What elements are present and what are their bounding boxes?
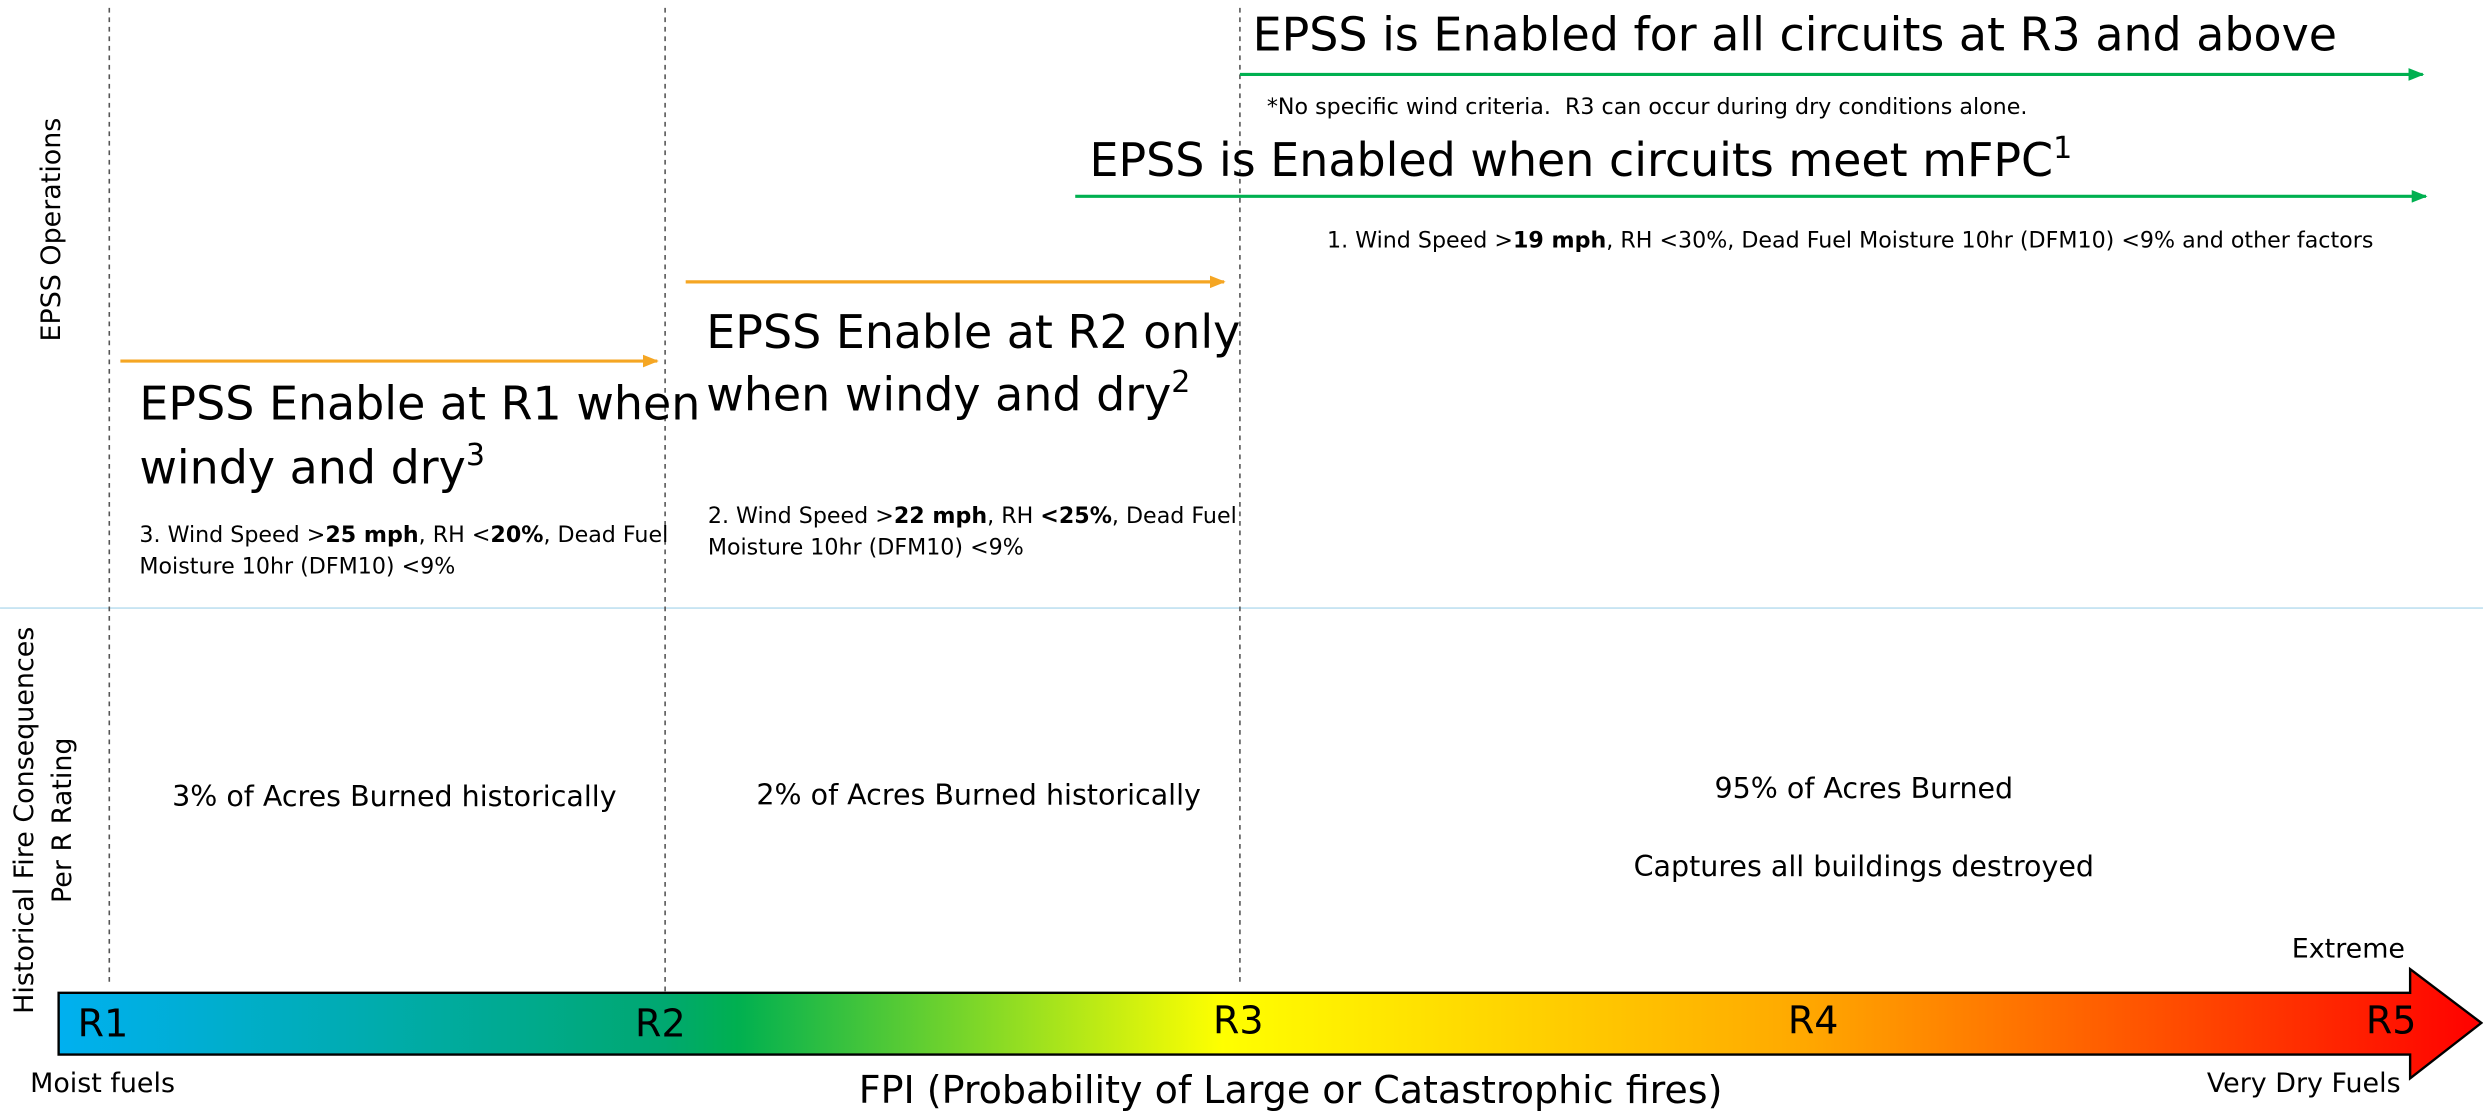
title: EPSS is Enabled when circuits meet mFPC1 <box>1089 130 2072 186</box>
consequence: 3% of Acres Burned historically <box>172 780 617 813</box>
note: Moisture 10hr (DFM10) <9% <box>708 534 1024 560</box>
note-bold: <25% <box>1040 503 1112 529</box>
high-label: Very Dry Fuels <box>2207 1068 2401 1099</box>
note: *No specific wind criteria. R3 can occur… <box>1267 94 2028 120</box>
note: Moisture 10hr (DFM10) <9% <box>139 553 455 579</box>
note-bold: 20% <box>490 522 543 548</box>
note-bold: 19 mph <box>1513 227 1606 253</box>
note-text: , Dead Fuel <box>1112 503 1237 529</box>
note-text: 3. Wind Speed > <box>139 522 325 548</box>
title: EPSS is Enabled for all circuits at R3 a… <box>1253 8 2337 62</box>
title: EPSS Enable at R2 only <box>706 305 1240 359</box>
row-label: Per R Rating <box>47 738 78 903</box>
rating: R4 <box>1788 998 1839 1042</box>
note-bold: 25 mph <box>325 522 418 548</box>
note-text: , Dead Fuel <box>543 522 668 548</box>
low-label: Moist fuels <box>30 1068 175 1099</box>
note-text: , RH < <box>419 522 491 548</box>
superscript: 2 <box>1171 365 1190 400</box>
title-text: when windy and dry <box>706 367 1171 421</box>
row-label: EPSS Operations <box>36 118 67 342</box>
consequence: 2% of Acres Burned historically <box>756 778 1201 811</box>
title: windy and dry3 <box>139 438 485 494</box>
title: EPSS Enable at R1 when <box>139 376 700 430</box>
note-text: , RH <30%, Dead Fuel Moisture 10hr (DFM1… <box>1606 227 2373 253</box>
consequence: 95% of Acres Burned <box>1714 772 2013 805</box>
title-text: EPSS is Enabled when circuits meet mFPC <box>1089 133 2053 187</box>
fpi-arrow <box>57 966 2483 1081</box>
consequence: Captures all buildings destroyed <box>1634 850 2094 883</box>
note: 1. Wind Speed >19 mph, RH <30%, Dead Fue… <box>1327 227 2373 253</box>
rating: R2 <box>635 1002 686 1046</box>
rating: R3 <box>1213 998 1264 1042</box>
note: 3. Wind Speed >25 mph, RH <20%, Dead Fue… <box>139 522 668 548</box>
scale-title: FPI (Probability of Large or Catastrophi… <box>859 1068 1723 1112</box>
rating: R1 <box>78 1002 129 1046</box>
extreme-label: Extreme <box>2292 934 2405 965</box>
note-text: 1. Wind Speed > <box>1327 227 1513 253</box>
note-text: 2. Wind Speed > <box>708 503 894 529</box>
superscript: 3 <box>466 438 485 473</box>
row-label: Historical Fire Consequences <box>9 627 40 1014</box>
note-bold: 22 mph <box>894 503 987 529</box>
title: when windy and dry2 <box>706 365 1190 421</box>
note-text: , RH <box>987 503 1040 529</box>
note: 2. Wind Speed >22 mph, RH <25%, Dead Fue… <box>708 503 1237 529</box>
title-text: windy and dry <box>139 440 465 494</box>
rating: R5 <box>2366 998 2417 1042</box>
superscript: 1 <box>2053 130 2072 165</box>
